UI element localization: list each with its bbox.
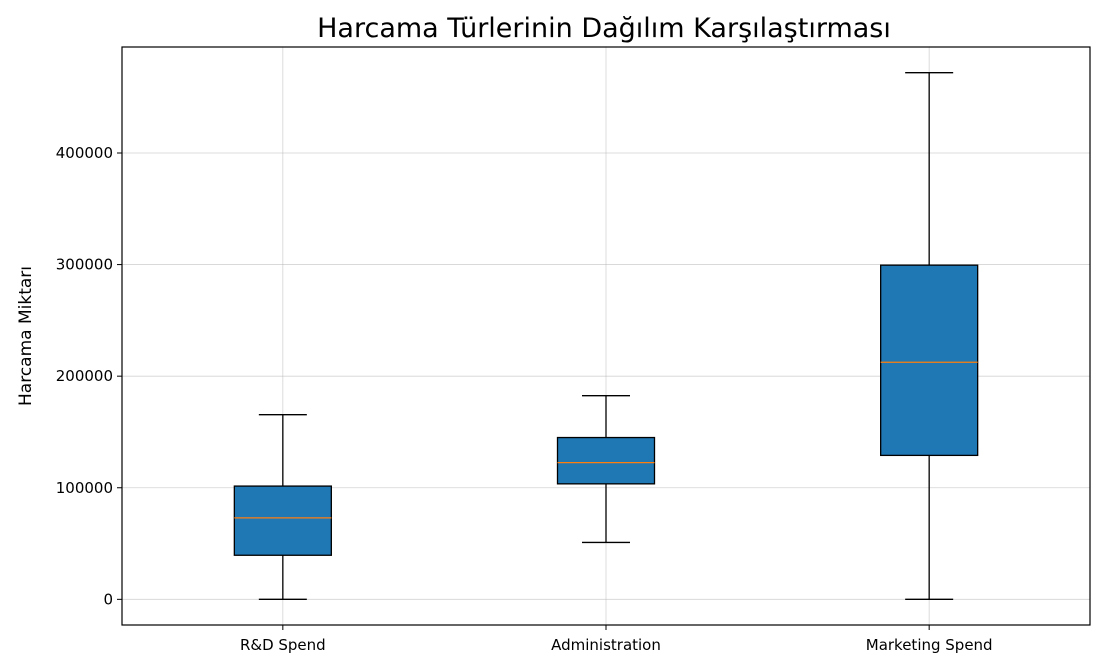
iqr-box: [880, 264, 979, 457]
x-tick-label: R&D Spend: [240, 636, 326, 654]
y-axis-label: Harcama Miktarı: [16, 266, 36, 406]
y-tick-label: 300000: [56, 256, 113, 274]
box-group: [233, 414, 332, 600]
axis-layer: 0 100000 200000 300000 400000 R&D Spend Admini…: [56, 144, 993, 654]
y-tick-label: 200000: [56, 367, 113, 385]
iqr-box: [233, 485, 332, 556]
box-layer: [233, 72, 979, 600]
x-tick-label: Marketing Spend: [866, 636, 993, 654]
iqr-box: [556, 436, 656, 485]
chart-title: Harcama Türlerinin Dağılım Karşılaştırma…: [317, 13, 891, 44]
y-tick-label: 100000: [56, 479, 113, 497]
y-tick-label: 0: [103, 590, 113, 608]
box-group: [880, 72, 979, 600]
box-group: [556, 395, 656, 544]
y-tick-label: 400000: [56, 144, 113, 162]
x-tick-label: Administration: [551, 636, 661, 654]
